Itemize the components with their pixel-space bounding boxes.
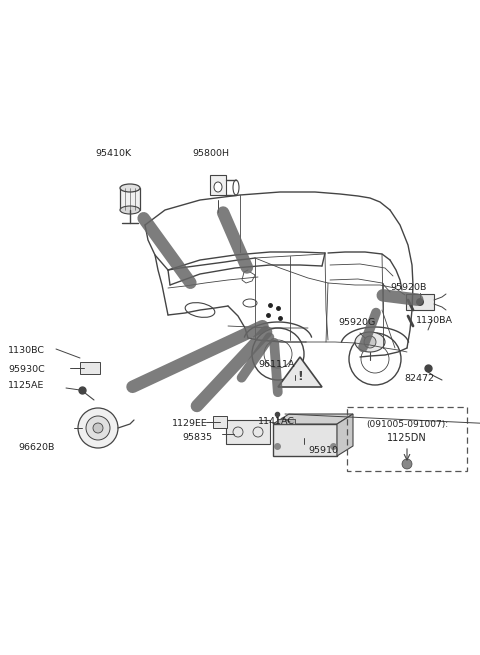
Circle shape (86, 416, 110, 440)
Text: 95920B: 95920B (390, 283, 426, 292)
Polygon shape (273, 414, 353, 424)
Bar (277, 419, 295, 424)
Text: 1125AE: 1125AE (8, 381, 44, 390)
Bar (226, 420, 270, 444)
Text: 95410K: 95410K (95, 149, 131, 158)
Text: 96111A: 96111A (258, 360, 295, 369)
Circle shape (402, 459, 412, 469)
Bar (406, 294, 434, 310)
Text: !: ! (297, 371, 303, 383)
Ellipse shape (214, 182, 222, 192)
Text: (091005-091007):: (091005-091007): (366, 419, 448, 428)
Text: 1125DN: 1125DN (387, 433, 427, 443)
Ellipse shape (355, 332, 385, 352)
Text: 1130BA: 1130BA (416, 316, 453, 325)
Circle shape (78, 408, 118, 448)
Bar (210, 175, 226, 195)
Text: 95920G: 95920G (338, 318, 375, 327)
Text: 1141AC: 1141AC (258, 417, 295, 426)
Bar (213, 416, 227, 428)
Polygon shape (278, 357, 322, 387)
Bar (120, 188, 140, 210)
Text: 82472: 82472 (404, 374, 434, 383)
Bar (80, 362, 100, 374)
Text: 95800H: 95800H (192, 149, 229, 158)
Text: 95910: 95910 (308, 446, 338, 455)
Text: 1130BC: 1130BC (8, 346, 45, 355)
Text: 95930C: 95930C (8, 365, 45, 374)
Polygon shape (337, 414, 353, 456)
Bar (273, 424, 337, 456)
Circle shape (93, 423, 103, 433)
Text: 95835: 95835 (182, 433, 212, 442)
Ellipse shape (120, 206, 140, 214)
Circle shape (364, 336, 376, 348)
Text: 1129EE: 1129EE (172, 419, 208, 428)
Circle shape (416, 298, 424, 306)
Text: 96620B: 96620B (18, 443, 54, 452)
Ellipse shape (243, 299, 257, 307)
Ellipse shape (120, 184, 140, 192)
